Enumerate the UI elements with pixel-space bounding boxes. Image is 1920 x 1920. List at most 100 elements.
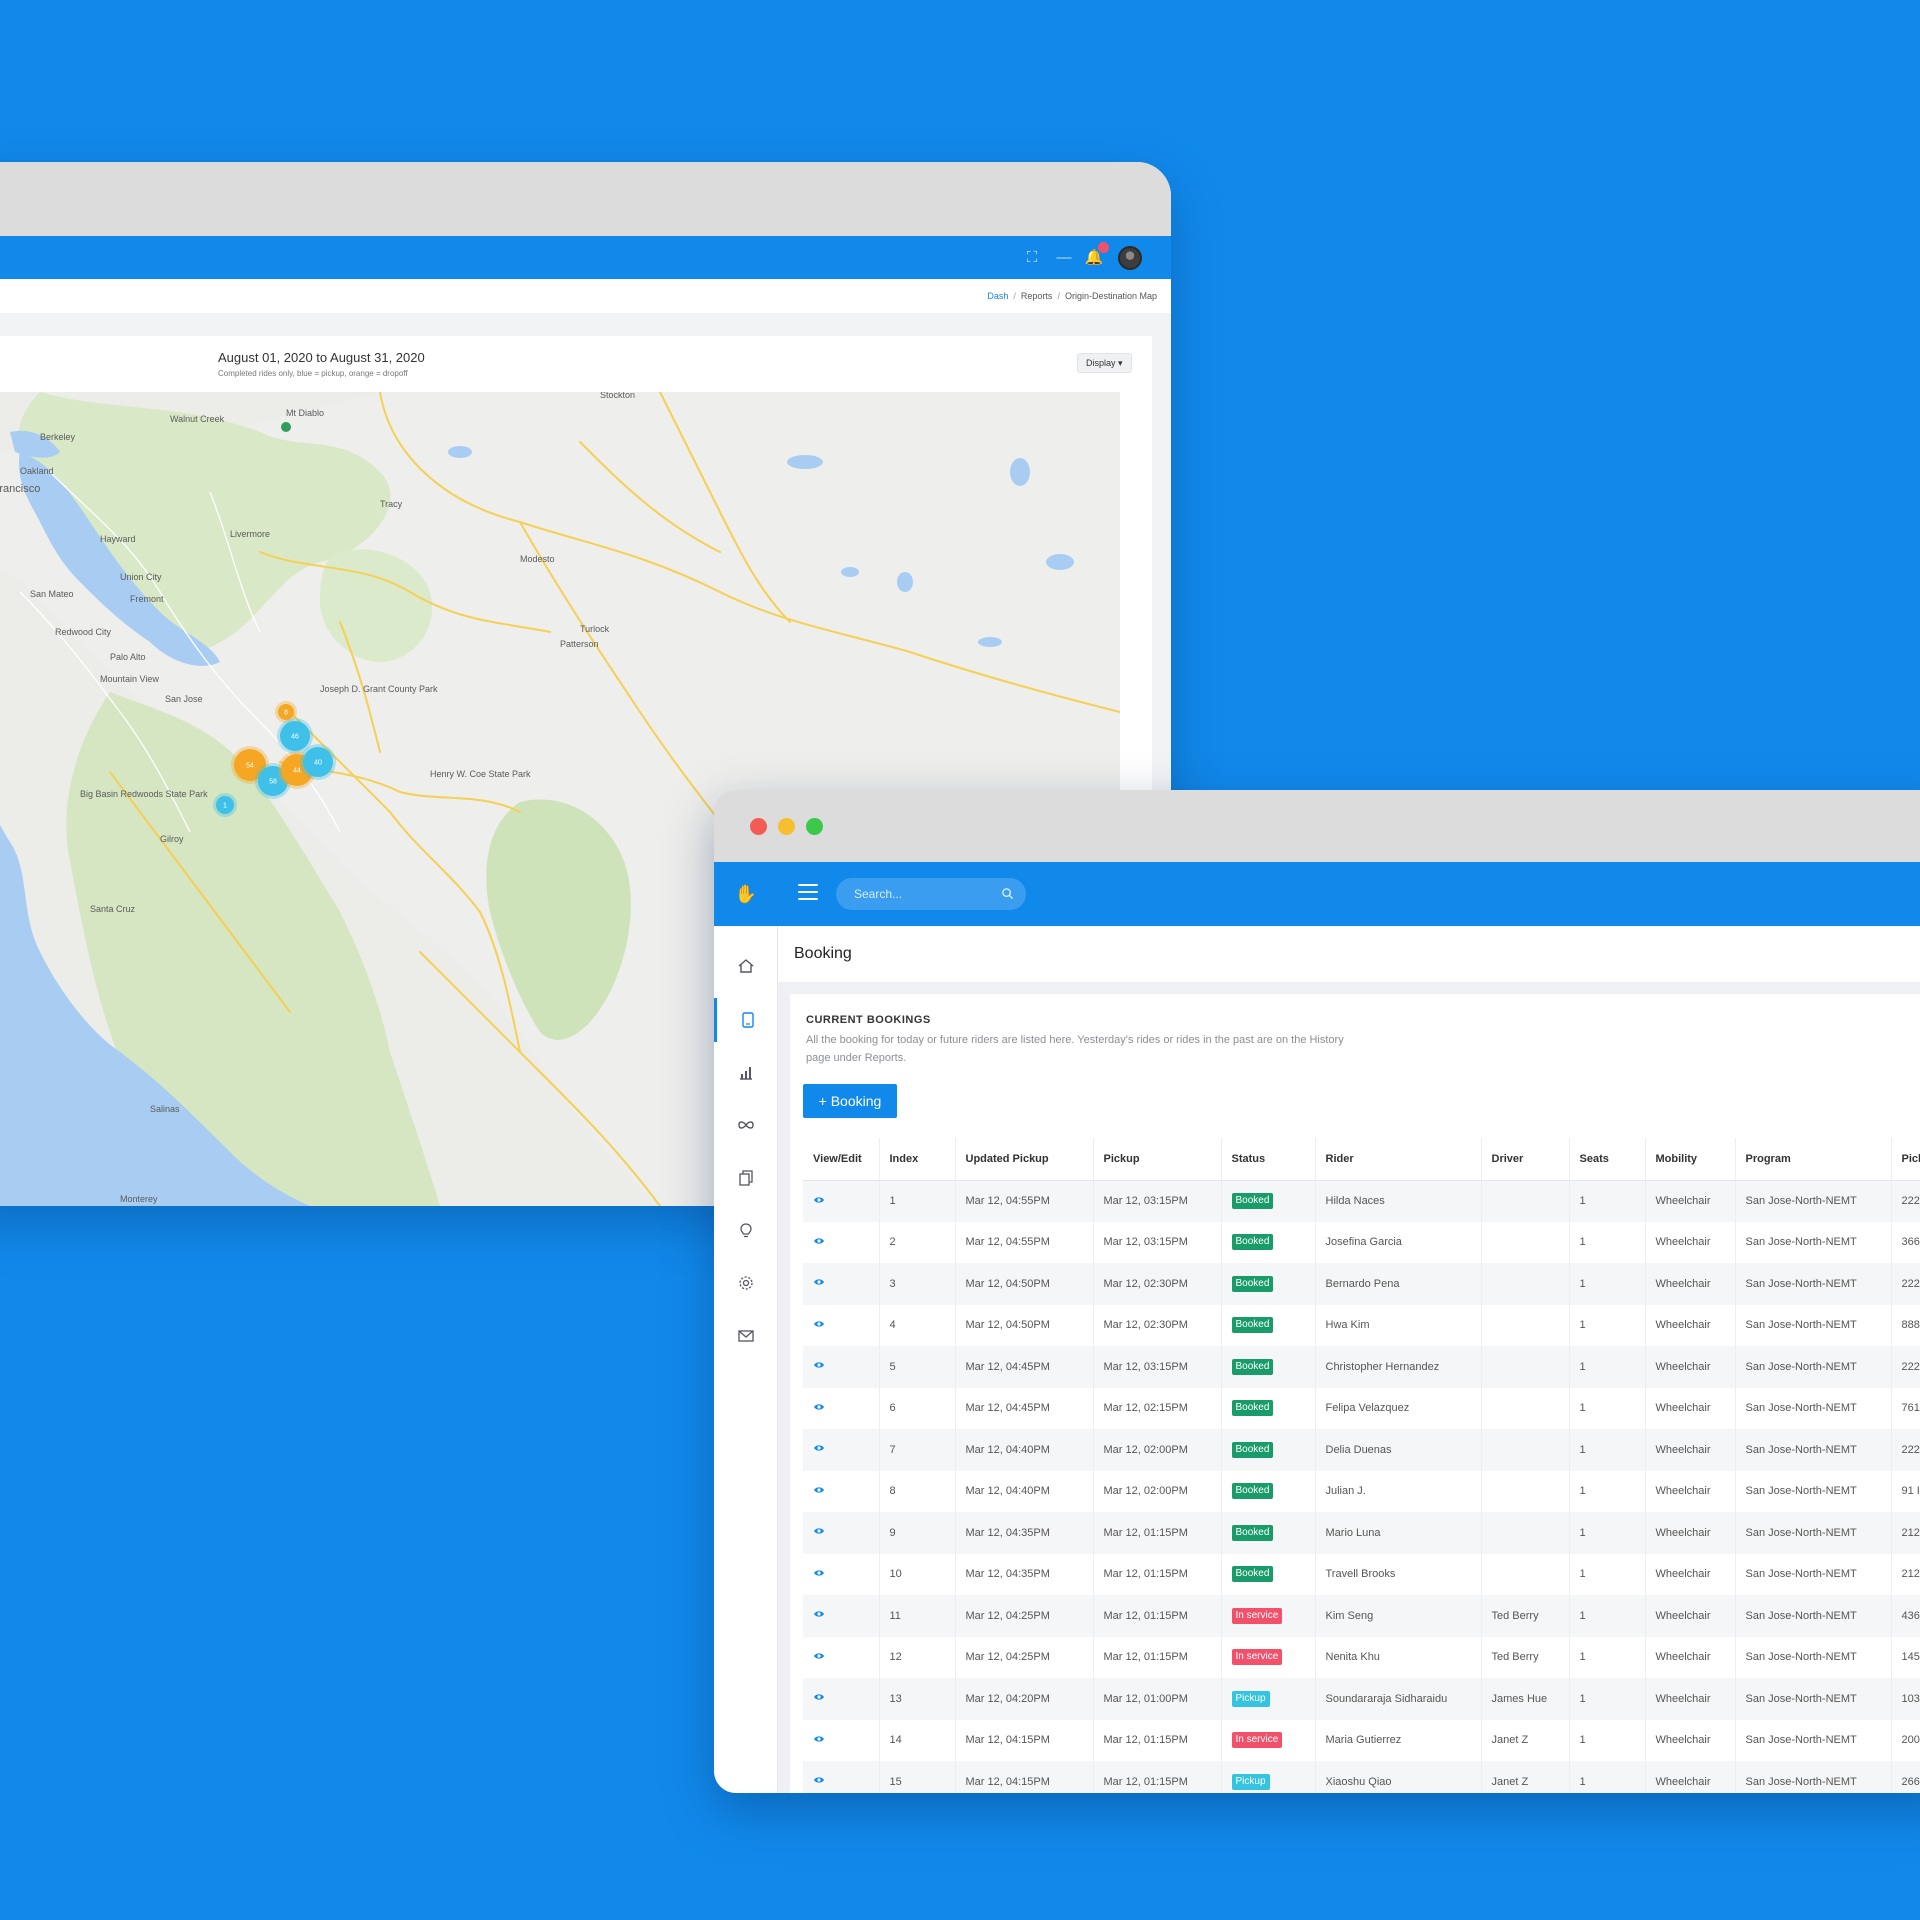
view-eye-icon[interactable] xyxy=(813,1774,825,1786)
view-eye-icon[interactable] xyxy=(813,1525,825,1537)
minimize-icon[interactable]: — xyxy=(1056,249,1072,266)
add-booking-button[interactable]: + Booking xyxy=(803,1084,897,1118)
row-rider: Bernardo Pena xyxy=(1315,1263,1482,1305)
sidebar-item-home[interactable] xyxy=(714,944,778,988)
map-place-label: Berkeley xyxy=(40,432,76,442)
row-rider: Soundararaja Sidharaidu xyxy=(1315,1678,1482,1720)
table-row[interactable]: 8 Mar 12, 04:40PM Mar 12, 02:00PM Booked Jul… xyxy=(803,1470,1920,1512)
search-input[interactable] xyxy=(852,878,992,910)
table-row[interactable]: 12 Mar 12, 04:25PM Mar 12, 01:15PM In servi… xyxy=(803,1636,1920,1678)
breadcrumb-home-link[interactable]: Dash xyxy=(987,291,1009,301)
user-avatar[interactable] xyxy=(1118,246,1142,270)
table-row[interactable]: 4 Mar 12, 04:50PM Mar 12, 02:30PM Booked Hwa… xyxy=(803,1304,1920,1346)
table-row[interactable]: 3 Mar 12, 04:50PM Mar 12, 02:30PM Booked Ber… xyxy=(803,1263,1920,1305)
table-row[interactable]: 13 Mar 12, 04:20PM Mar 12, 01:00PM Pickup So… xyxy=(803,1678,1920,1720)
table-row[interactable]: 10 Mar 12, 04:35PM Mar 12, 01:15PM Booked Tr… xyxy=(803,1553,1920,1595)
sidebar-item-settings[interactable] xyxy=(714,1261,778,1305)
view-eye-icon[interactable] xyxy=(813,1650,825,1662)
table-row[interactable]: 9 Mar 12, 04:35PM Mar 12, 01:15PM Booked Mar… xyxy=(803,1512,1920,1554)
row-seats: 1 xyxy=(1569,1387,1646,1429)
dropoff-cluster-marker[interactable] xyxy=(234,749,266,781)
view-eye-icon[interactable] xyxy=(813,1276,825,1288)
view-eye-icon[interactable] xyxy=(813,1194,825,1206)
row-updated-pickup: Mar 12, 04:50PM xyxy=(955,1304,1094,1346)
status-badge: In service xyxy=(1231,1607,1283,1624)
breadcrumb-reports-link[interactable]: Reports xyxy=(1020,291,1053,301)
view-eye-icon[interactable] xyxy=(813,1442,825,1454)
view-eye-icon[interactable] xyxy=(813,1235,825,1247)
row-driver xyxy=(1481,1429,1570,1471)
table-row[interactable]: 5 Mar 12, 04:45PM Mar 12, 03:15PM Booked Chr… xyxy=(803,1346,1920,1388)
table-row[interactable]: 14 Mar 12, 04:15PM Mar 12, 01:15PM In servi… xyxy=(803,1719,1920,1761)
sidebar-item-documents[interactable] xyxy=(714,1156,778,1200)
status-badge: Booked xyxy=(1231,1566,1274,1583)
dropoff-cluster-marker[interactable] xyxy=(278,704,294,720)
window-maximize-button[interactable] xyxy=(806,818,823,835)
window-minimize-button[interactable] xyxy=(778,818,795,835)
section-title: CURRENT BOOKINGS xyxy=(806,1014,931,1026)
table-row[interactable]: 1 Mar 12, 04:55PM Mar 12, 03:15PM Booked Hil… xyxy=(803,1180,1920,1222)
notification-bell-icon[interactable]: 🔔 xyxy=(1084,249,1104,266)
row-rider: Hilda Naces xyxy=(1315,1180,1482,1222)
pickup-cluster-marker[interactable] xyxy=(216,796,234,814)
map-place-label: Tracy xyxy=(380,499,403,509)
sidebar-item-integrations[interactable] xyxy=(714,1103,778,1147)
row-driver xyxy=(1481,1221,1570,1263)
search-icon[interactable] xyxy=(1001,887,1014,900)
view-eye-icon[interactable] xyxy=(813,1318,825,1330)
row-pickup: Mar 12, 03:15PM xyxy=(1093,1180,1222,1222)
sidebar-item-ideas[interactable] xyxy=(714,1209,778,1253)
sidebar-item-reports[interactable] xyxy=(714,1051,778,1095)
column-header[interactable]: Seats xyxy=(1569,1138,1646,1181)
bookings-table-wrapper[interactable]: View/Edit Index Updated Pickup Pickup Status… xyxy=(803,1138,1920,1793)
row-pickup-address: 888 xyxy=(1891,1304,1920,1346)
row-seats: 1 xyxy=(1569,1180,1646,1222)
map-place-label: Turlock xyxy=(580,624,610,634)
pickup-cluster-marker[interactable] xyxy=(258,766,288,796)
table-row[interactable]: 15 Mar 12, 04:15PM Mar 12, 01:15PM Pickup Xi… xyxy=(803,1761,1920,1793)
view-edit-cell xyxy=(803,1636,880,1678)
column-header[interactable]: Mobility xyxy=(1645,1138,1736,1181)
column-header[interactable]: Program xyxy=(1735,1138,1892,1181)
view-edit-cell xyxy=(803,1263,880,1305)
column-header[interactable]: Pickup Address xyxy=(1891,1138,1920,1181)
sidebar-item-messages[interactable] xyxy=(714,1314,778,1358)
table-row[interactable]: 11 Mar 12, 04:25PM Mar 12, 01:15PM In servi… xyxy=(803,1595,1920,1637)
table-row[interactable]: 2 Mar 12, 04:55PM Mar 12, 03:15PM Booked Jos… xyxy=(803,1221,1920,1263)
row-index: 5 xyxy=(879,1346,956,1388)
table-row[interactable]: 7 Mar 12, 04:40PM Mar 12, 02:00PM Booked Del… xyxy=(803,1429,1920,1471)
app-logo-icon[interactable]: ✋ xyxy=(734,884,758,904)
column-header[interactable]: Pickup xyxy=(1093,1138,1222,1181)
column-header[interactable]: Rider xyxy=(1315,1138,1482,1181)
column-header[interactable]: View/Edit xyxy=(803,1138,880,1181)
view-eye-icon[interactable] xyxy=(813,1733,825,1745)
status-badge: Booked xyxy=(1231,1275,1274,1292)
row-program: San Jose-North-NEMT xyxy=(1735,1719,1892,1761)
view-edit-cell xyxy=(803,1221,880,1263)
row-program: San Jose-North-NEMT xyxy=(1735,1512,1892,1554)
view-eye-icon[interactable] xyxy=(813,1608,825,1620)
cluster-count-label: 8 xyxy=(284,710,288,717)
view-eye-icon[interactable] xyxy=(813,1567,825,1579)
view-eye-icon[interactable] xyxy=(813,1484,825,1496)
row-mobility: Wheelchair xyxy=(1645,1387,1736,1429)
display-dropdown-button[interactable]: Display ▾ xyxy=(1077,353,1132,373)
column-header[interactable]: Status xyxy=(1221,1138,1316,1181)
pickup-cluster-marker[interactable] xyxy=(280,721,310,751)
row-pickup-address: 366 xyxy=(1891,1221,1920,1263)
view-eye-icon[interactable] xyxy=(813,1359,825,1371)
view-eye-icon[interactable] xyxy=(813,1401,825,1413)
fullscreen-icon[interactable]: ⛶ xyxy=(1026,249,1038,266)
column-header[interactable]: Driver xyxy=(1481,1138,1570,1181)
window-close-button[interactable] xyxy=(750,818,767,835)
view-eye-icon[interactable] xyxy=(813,1691,825,1703)
view-edit-cell xyxy=(803,1346,880,1388)
hamburger-menu-icon[interactable] xyxy=(798,884,818,902)
column-header[interactable]: Index xyxy=(879,1138,956,1181)
table-row[interactable]: 6 Mar 12, 04:45PM Mar 12, 02:15PM Booked Fel… xyxy=(803,1387,1920,1429)
sidebar-item-booking[interactable] xyxy=(714,998,778,1042)
status-badge: Booked xyxy=(1231,1441,1274,1458)
pickup-cluster-marker[interactable] xyxy=(303,747,333,777)
column-header[interactable]: Updated Pickup xyxy=(955,1138,1094,1181)
map-legend-note: Completed rides only, blue = pickup, ora… xyxy=(218,369,408,378)
